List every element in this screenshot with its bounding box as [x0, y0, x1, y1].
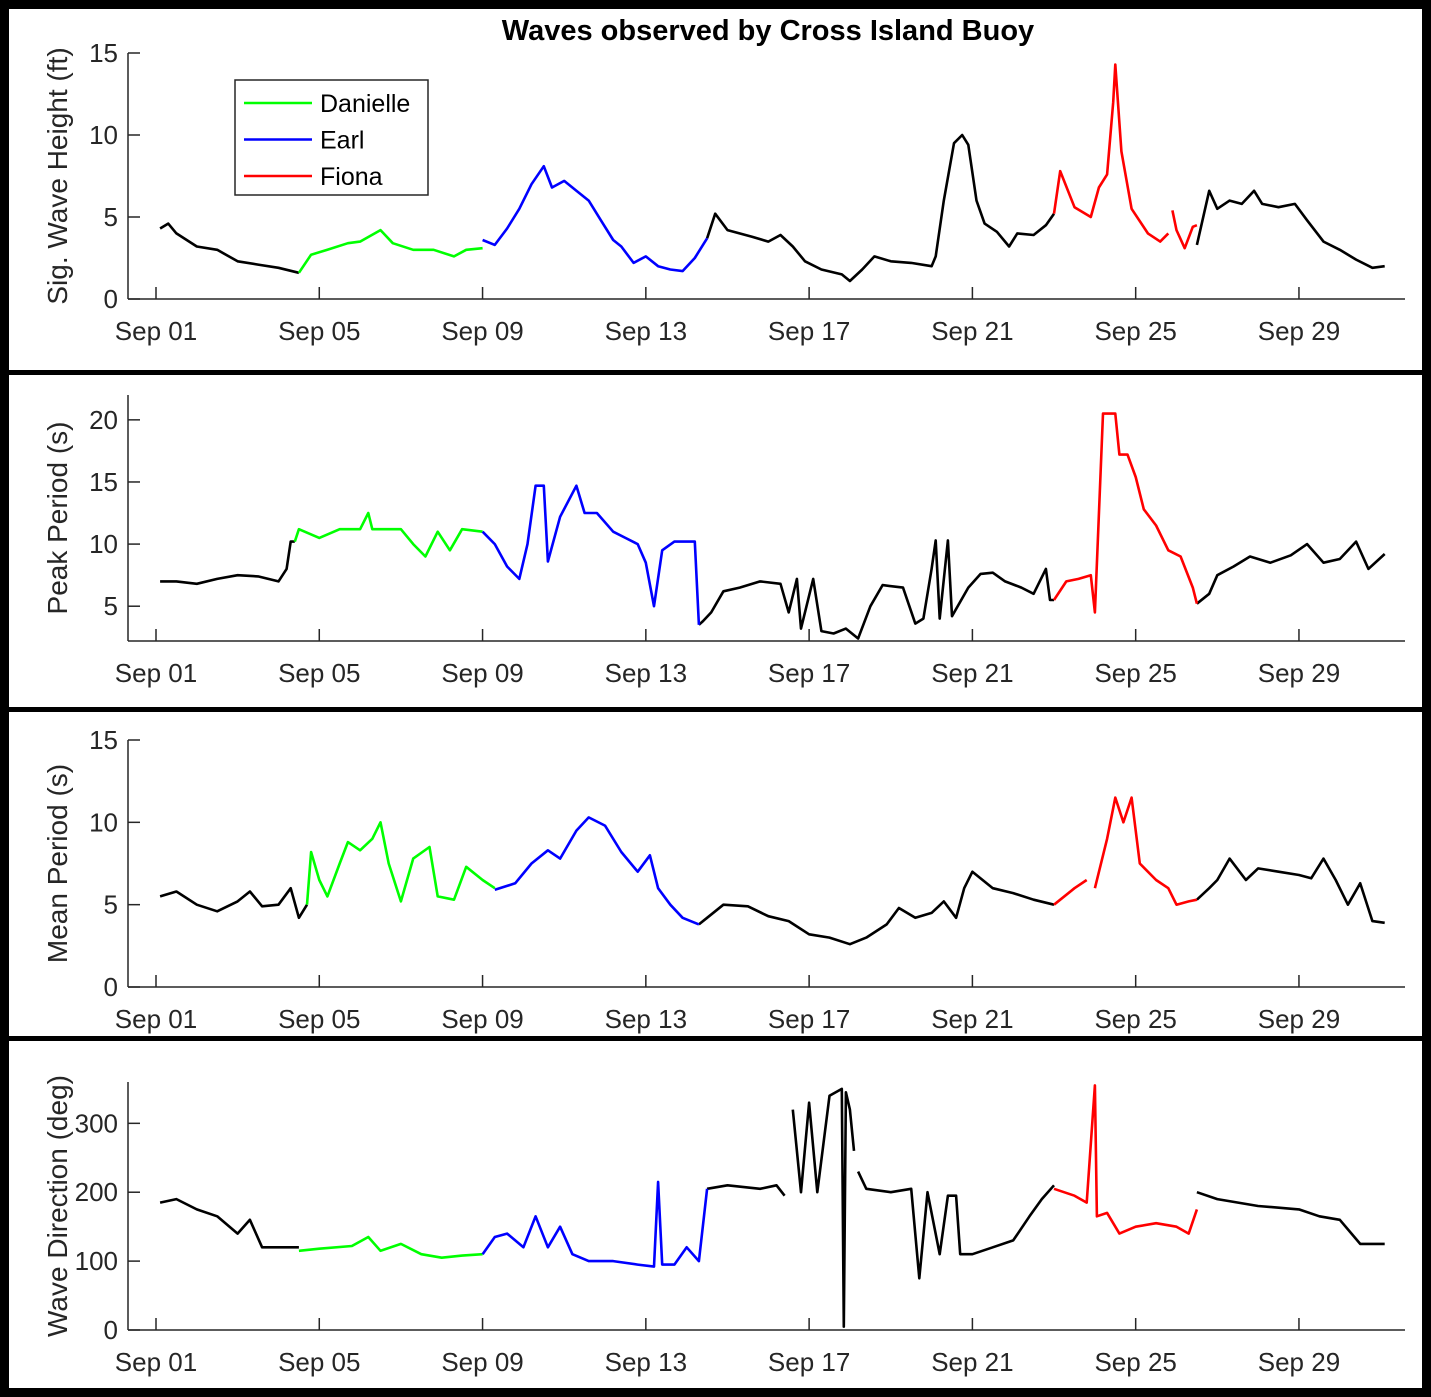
x-tick-label: Sep 05 — [278, 1004, 360, 1034]
series-line-danielle — [298, 1235, 483, 1259]
x-tick-label: Sep 25 — [1094, 1004, 1176, 1034]
y-tick-label: 20 — [89, 405, 118, 435]
y-tick-label: 10 — [89, 120, 118, 150]
series-line-earl — [481, 484, 701, 625]
series-line-danielle — [293, 511, 483, 558]
x-tick-label: Sep 13 — [605, 1004, 687, 1034]
panel-background-2 — [9, 375, 1422, 707]
series-line-fiona — [1052, 412, 1199, 614]
subplot-2: Sep 01 Sep 05 Sep 09 Sep 13 Sep 17 Sep 21 Sep … — [42, 395, 1405, 688]
legend: Danielle Earl Fiona — [234, 79, 429, 196]
x-tick-label: Sep 01 — [115, 1004, 197, 1034]
y-tick-label: 300 — [75, 1108, 118, 1138]
x-tick-label: Sep 01 — [115, 316, 197, 346]
series-line-danielle — [297, 228, 483, 274]
x-tick-label: Sep 09 — [441, 1004, 523, 1034]
series-line-observed — [159, 133, 1385, 283]
x-tick-label: Sep 21 — [931, 1004, 1013, 1034]
panel-background-3 — [9, 712, 1422, 1036]
y-tick-label: 200 — [75, 1177, 118, 1207]
x-tick-label: Sep 21 — [931, 658, 1013, 688]
series-line-fiona — [1053, 796, 1198, 906]
y-tick-label: 15 — [89, 38, 118, 68]
x-tick-label: Sep 21 — [931, 1347, 1013, 1377]
series-line-earl — [481, 1180, 709, 1268]
subplot-3: Sep 01 Sep 05 Sep 09 Sep 13 Sep 17 Sep 21 Sep … — [42, 725, 1405, 1034]
panel-background-1 — [9, 9, 1422, 370]
series-line-observed — [159, 1087, 1385, 1328]
y-tick-label: 10 — [89, 807, 118, 837]
chart-title: Waves observed by Cross Island Buoy — [502, 15, 1034, 47]
x-tick-label: Sep 01 — [115, 1347, 197, 1377]
x-tick-label: Sep 29 — [1258, 658, 1340, 688]
x-tick-label: Sep 25 — [1094, 1347, 1176, 1377]
y-axis-label: Wave Direction (deg) — [42, 1075, 73, 1337]
x-tick-label: Sep 21 — [931, 316, 1013, 346]
x-tick-label: Sep 29 — [1258, 316, 1340, 346]
x-tick-label: Sep 25 — [1094, 316, 1176, 346]
series-line-earl — [482, 164, 709, 273]
y-tick-label: 100 — [75, 1246, 118, 1276]
x-tick-label: Sep 17 — [768, 1004, 850, 1034]
panel-background-4 — [9, 1041, 1422, 1388]
subplot-1: Sep 01 Sep 05 Sep 09 Sep 13 Sep 17 Sep 21 Sep … — [42, 38, 1405, 346]
series-line-observed — [159, 857, 1385, 946]
x-tick-label: Sep 05 — [278, 1347, 360, 1377]
x-tick-label: Sep 13 — [605, 658, 687, 688]
x-tick-label: Sep 09 — [441, 316, 523, 346]
y-axis-label: Sig. Wave Height (ft) — [42, 47, 73, 304]
y-tick-label: 0 — [104, 1315, 118, 1345]
y-tick-label: 5 — [104, 202, 118, 232]
y-tick-label: 15 — [89, 725, 118, 755]
legend-label-danielle: Danielle — [320, 90, 410, 118]
series-line-fiona — [1053, 1084, 1199, 1235]
y-tick-label: 15 — [89, 467, 118, 497]
x-tick-label: Sep 25 — [1094, 658, 1176, 688]
y-tick-label: 0 — [104, 284, 118, 314]
y-tick-label: 5 — [104, 890, 118, 920]
x-tick-label: Sep 01 — [115, 658, 197, 688]
y-axis-label: Mean Period (s) — [42, 764, 73, 963]
series-line-danielle — [305, 821, 496, 905]
x-tick-label: Sep 29 — [1258, 1004, 1340, 1034]
legend-label-fiona: Fiona — [320, 163, 383, 191]
x-tick-label: Sep 17 — [768, 316, 850, 346]
x-tick-label: Sep 29 — [1258, 1347, 1340, 1377]
series-line-fiona — [1052, 63, 1198, 250]
legend-label-earl: Earl — [320, 127, 364, 155]
x-tick-label: Sep 09 — [441, 1347, 523, 1377]
x-tick-label: Sep 17 — [768, 658, 850, 688]
subplot-4: Sep 01 Sep 05 Sep 09 Sep 13 Sep 17 Sep 21 Sep … — [42, 1075, 1405, 1377]
x-tick-label: Sep 05 — [278, 658, 360, 688]
series-line-observed — [160, 539, 1386, 640]
y-tick-label: 0 — [104, 972, 118, 1002]
y-axis-label: Peak Period (s) — [42, 422, 73, 615]
x-tick-label: Sep 05 — [278, 316, 360, 346]
x-tick-label: Sep 17 — [768, 1347, 850, 1377]
x-tick-label: Sep 13 — [605, 1347, 687, 1377]
x-tick-label: Sep 13 — [605, 316, 687, 346]
x-tick-label: Sep 09 — [441, 658, 523, 688]
y-tick-label: 5 — [104, 591, 118, 621]
y-tick-label: 10 — [89, 529, 118, 559]
series-line-earl — [494, 816, 700, 926]
